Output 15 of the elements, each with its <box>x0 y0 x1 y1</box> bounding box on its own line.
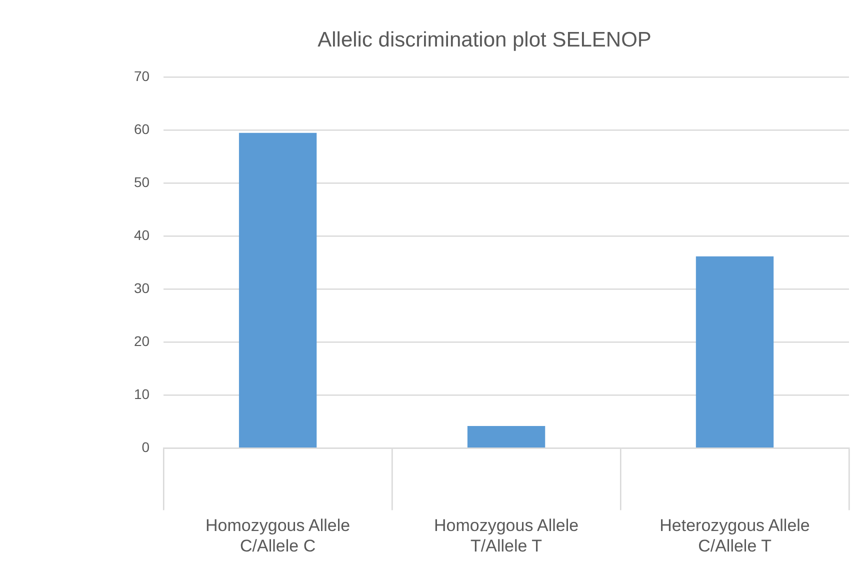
y-tick-label: 0 <box>142 439 150 456</box>
x-tick-label: Homozygous Allele T/Allele T <box>434 516 579 556</box>
bar <box>238 132 317 448</box>
y-tick-label: 30 <box>134 280 150 296</box>
chart-title: Allelic discrimination plot SELENOP <box>318 28 652 52</box>
y-tick-label: 50 <box>134 174 150 190</box>
x-tick-label: Heterozygous Allele C/Allele T <box>660 516 810 556</box>
y-tick-label: 40 <box>134 227 150 244</box>
bar <box>467 426 546 448</box>
x-tick-label: Homozygous Allele C/Allele C <box>206 516 350 556</box>
y-tick-label: 60 <box>134 121 150 138</box>
bar <box>696 256 774 448</box>
y-tick-label: 20 <box>134 333 150 350</box>
y-tick-label: 10 <box>134 386 150 402</box>
y-tick-label: 70 <box>134 68 150 84</box>
